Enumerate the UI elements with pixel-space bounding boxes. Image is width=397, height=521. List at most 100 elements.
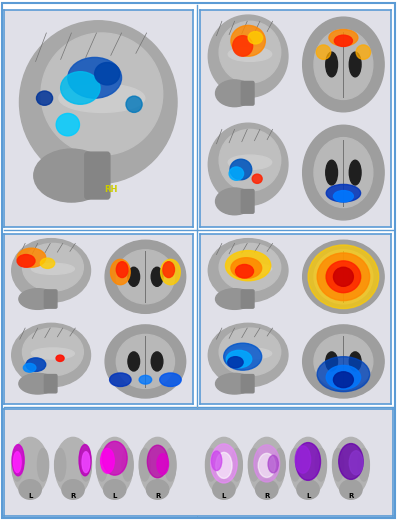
Ellipse shape: [274, 449, 285, 481]
Ellipse shape: [226, 350, 252, 368]
Ellipse shape: [19, 21, 177, 184]
Ellipse shape: [55, 438, 91, 496]
Ellipse shape: [249, 449, 260, 481]
Ellipse shape: [55, 449, 66, 481]
Text: Alpha 8-13 Hz: Alpha 8-13 Hz: [198, 413, 266, 423]
Ellipse shape: [12, 444, 24, 476]
Ellipse shape: [326, 365, 360, 389]
Ellipse shape: [37, 91, 52, 105]
Ellipse shape: [339, 443, 363, 479]
Ellipse shape: [333, 438, 369, 496]
Ellipse shape: [146, 480, 169, 499]
Text: C: C: [8, 235, 18, 250]
Ellipse shape: [211, 444, 237, 483]
Ellipse shape: [160, 373, 181, 387]
Ellipse shape: [216, 374, 254, 394]
Text: L: L: [112, 493, 117, 499]
Text: R: R: [348, 493, 354, 499]
Ellipse shape: [314, 334, 373, 389]
Ellipse shape: [314, 30, 373, 100]
Ellipse shape: [268, 455, 278, 473]
Ellipse shape: [349, 160, 361, 185]
Ellipse shape: [249, 438, 285, 496]
Ellipse shape: [349, 352, 361, 371]
Ellipse shape: [163, 262, 175, 278]
Ellipse shape: [358, 449, 369, 481]
Ellipse shape: [256, 480, 278, 499]
Ellipse shape: [79, 444, 91, 476]
Ellipse shape: [216, 80, 254, 107]
Ellipse shape: [59, 84, 145, 113]
Text: E: E: [8, 411, 17, 425]
Text: Beta 13-30 Hz: Beta 13-30 Hz: [279, 413, 348, 423]
Text: R: R: [155, 493, 160, 499]
Ellipse shape: [19, 289, 56, 309]
Text: B: B: [204, 17, 215, 31]
Ellipse shape: [231, 449, 242, 481]
Ellipse shape: [326, 184, 360, 202]
Ellipse shape: [303, 240, 384, 313]
Ellipse shape: [219, 243, 281, 291]
Ellipse shape: [216, 452, 232, 478]
Ellipse shape: [80, 449, 91, 481]
Ellipse shape: [225, 251, 271, 281]
Ellipse shape: [161, 259, 180, 284]
Ellipse shape: [126, 96, 142, 113]
Ellipse shape: [96, 449, 108, 481]
Ellipse shape: [26, 358, 46, 371]
Ellipse shape: [308, 245, 379, 308]
Ellipse shape: [128, 267, 140, 287]
Ellipse shape: [228, 155, 272, 169]
Ellipse shape: [61, 72, 100, 104]
Ellipse shape: [62, 480, 84, 499]
Ellipse shape: [230, 159, 252, 180]
Ellipse shape: [326, 52, 337, 77]
Text: R: R: [264, 493, 270, 499]
Ellipse shape: [333, 372, 353, 388]
Ellipse shape: [208, 324, 288, 387]
Ellipse shape: [258, 453, 276, 477]
Ellipse shape: [23, 364, 36, 372]
Text: A: A: [8, 17, 19, 31]
Ellipse shape: [216, 188, 254, 215]
Ellipse shape: [315, 449, 326, 481]
Ellipse shape: [219, 21, 281, 83]
Ellipse shape: [228, 348, 272, 359]
FancyBboxPatch shape: [85, 152, 110, 199]
Ellipse shape: [122, 449, 133, 481]
Ellipse shape: [31, 348, 74, 359]
Ellipse shape: [216, 289, 254, 309]
Ellipse shape: [56, 114, 79, 136]
Ellipse shape: [212, 451, 222, 470]
Ellipse shape: [19, 480, 41, 499]
Ellipse shape: [23, 328, 83, 376]
Text: D: D: [204, 235, 216, 250]
Text: Delta 1-4 Hz: Delta 1-4 Hz: [12, 413, 72, 423]
Ellipse shape: [317, 357, 370, 392]
Ellipse shape: [290, 449, 301, 481]
Ellipse shape: [105, 240, 186, 313]
Ellipse shape: [105, 325, 186, 398]
Text: L: L: [222, 493, 226, 499]
Ellipse shape: [82, 452, 90, 473]
Ellipse shape: [17, 248, 46, 267]
FancyBboxPatch shape: [241, 190, 254, 213]
Ellipse shape: [349, 451, 363, 475]
Ellipse shape: [228, 263, 272, 275]
Ellipse shape: [228, 47, 272, 61]
Ellipse shape: [110, 373, 131, 387]
Ellipse shape: [116, 334, 175, 389]
Ellipse shape: [219, 129, 281, 191]
Ellipse shape: [213, 480, 235, 499]
Ellipse shape: [290, 438, 326, 496]
Ellipse shape: [333, 267, 353, 287]
Ellipse shape: [316, 45, 331, 59]
Ellipse shape: [12, 449, 23, 481]
Ellipse shape: [333, 449, 344, 481]
Text: R: R: [70, 493, 76, 499]
Text: L: L: [306, 493, 310, 499]
Ellipse shape: [334, 35, 353, 46]
Ellipse shape: [296, 443, 320, 480]
Ellipse shape: [151, 267, 163, 287]
Ellipse shape: [231, 26, 265, 56]
